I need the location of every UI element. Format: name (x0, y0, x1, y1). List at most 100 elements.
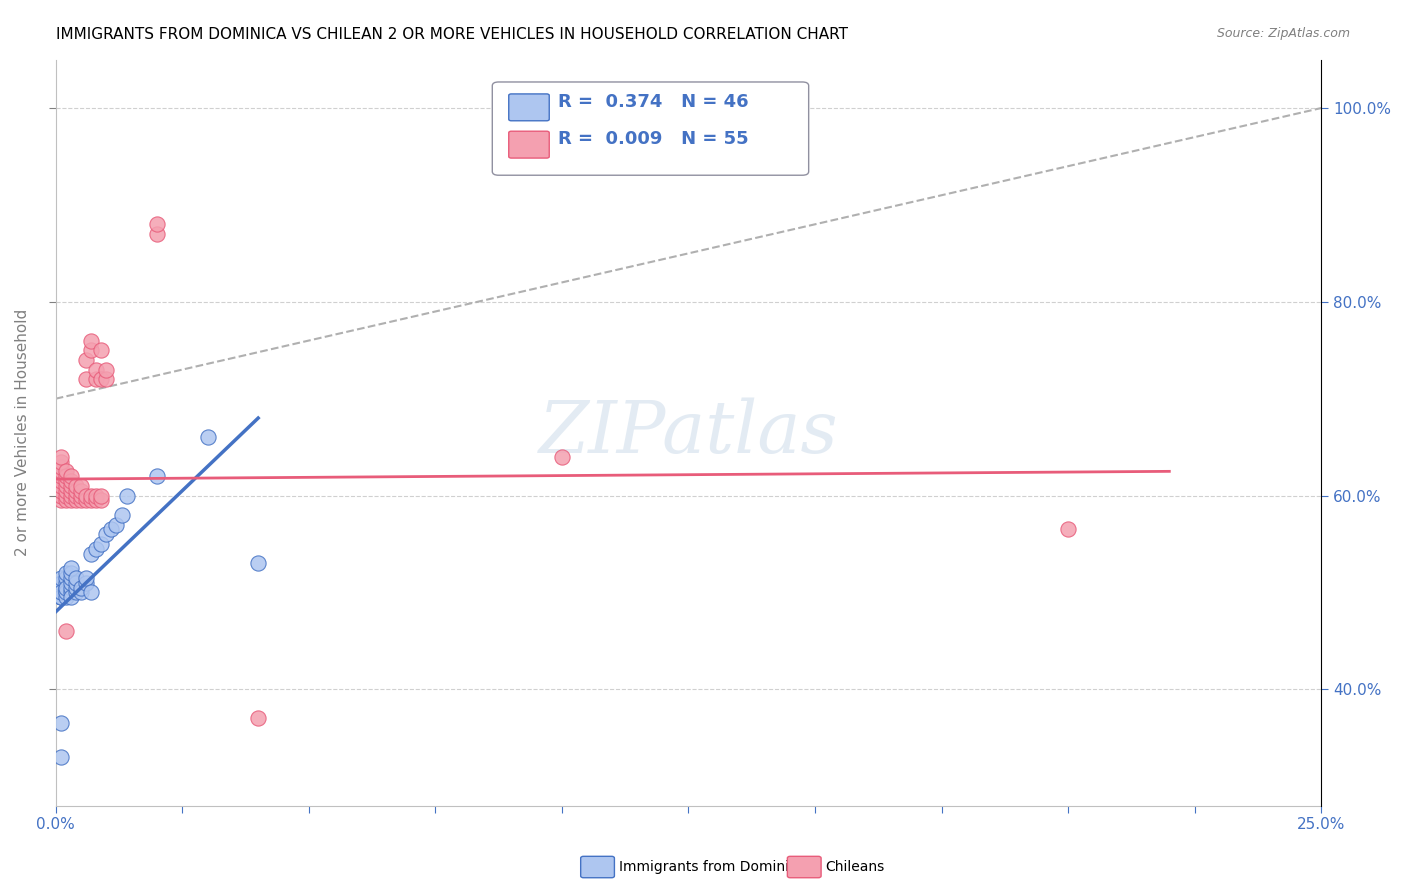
Text: Chileans: Chileans (825, 860, 884, 874)
Point (65, 571, 87, 585)
Point (59, 493, 82, 508)
Point (70, 581, 93, 595)
Point (146, 469, 169, 483)
Point (49, 591, 72, 605)
Point (75, 489, 97, 503)
FancyBboxPatch shape (509, 94, 550, 120)
Point (84, 541, 107, 556)
Point (80, 489, 103, 503)
Point (90, 372, 112, 386)
Point (146, 227, 169, 241)
Point (70, 493, 93, 508)
Point (80, 585, 103, 599)
Point (90, 489, 112, 503)
Point (49, 469, 72, 483)
Point (49, 591, 72, 605)
Point (65, 585, 87, 599)
Point (55, 493, 77, 508)
Point (55, 483, 77, 498)
FancyBboxPatch shape (492, 82, 808, 175)
Point (84, 489, 107, 503)
Point (55, 489, 77, 503)
Text: Immigrants from Dominica: Immigrants from Dominica (619, 860, 804, 874)
Point (49, 474, 72, 488)
Point (49, 585, 72, 599)
Point (59, 489, 82, 503)
Point (59, 469, 82, 483)
Point (75, 353, 97, 368)
Point (80, 547, 103, 561)
Point (115, 489, 138, 503)
Point (65, 489, 87, 503)
Text: R =  0.374   N = 46: R = 0.374 N = 46 (558, 93, 749, 112)
Point (59, 483, 82, 498)
Point (49, 591, 72, 605)
Point (110, 508, 132, 522)
Point (49, 479, 72, 493)
Text: IMMIGRANTS FROM DOMINICA VS CHILEAN 2 OR MORE VEHICLES IN HOUSEHOLD CORRELATION : IMMIGRANTS FROM DOMINICA VS CHILEAN 2 OR… (56, 27, 848, 42)
Point (96, 372, 118, 386)
Point (49, 581, 72, 595)
Point (65, 479, 87, 493)
Point (65, 575, 87, 590)
Point (70, 479, 93, 493)
Point (55, 585, 77, 599)
Point (75, 372, 97, 386)
Point (80, 493, 103, 508)
Point (80, 334, 103, 348)
Point (70, 483, 93, 498)
Point (90, 537, 112, 551)
Point (65, 483, 87, 498)
Point (55, 571, 77, 585)
Point (49, 483, 72, 498)
Point (55, 581, 77, 595)
Point (49, 585, 72, 599)
Point (75, 575, 97, 590)
Point (65, 493, 87, 508)
Point (49, 489, 72, 503)
Point (247, 557, 270, 571)
Point (65, 581, 87, 595)
Point (59, 479, 82, 493)
Text: R =  0.009   N = 55: R = 0.009 N = 55 (558, 130, 749, 148)
Point (84, 362, 107, 376)
Point (55, 624, 77, 639)
Point (55, 591, 77, 605)
Point (59, 474, 82, 488)
Point (1057, 523, 1080, 537)
Point (55, 575, 77, 590)
Point (55, 585, 77, 599)
Point (49, 571, 72, 585)
Point (49, 585, 72, 599)
Point (90, 343, 112, 358)
Point (105, 517, 128, 532)
Point (70, 585, 93, 599)
Point (75, 493, 97, 508)
Point (100, 523, 122, 537)
Point (59, 571, 82, 585)
FancyBboxPatch shape (581, 856, 614, 878)
Point (90, 493, 112, 508)
Text: ZIPatlas: ZIPatlas (538, 397, 838, 468)
Point (55, 474, 77, 488)
Point (146, 217, 169, 231)
FancyBboxPatch shape (787, 856, 821, 878)
Text: Source: ZipAtlas.com: Source: ZipAtlas.com (1216, 27, 1350, 40)
Point (84, 493, 107, 508)
Point (49, 493, 72, 508)
Point (59, 566, 82, 580)
Point (49, 750, 72, 764)
Point (55, 581, 77, 595)
Point (84, 372, 107, 386)
Point (55, 566, 77, 580)
Point (197, 430, 219, 444)
Point (59, 581, 82, 595)
Point (59, 591, 82, 605)
Point (247, 711, 270, 725)
Point (59, 561, 82, 575)
FancyBboxPatch shape (509, 131, 550, 158)
Point (49, 575, 72, 590)
Point (96, 527, 118, 541)
Point (49, 450, 72, 464)
Point (55, 479, 77, 493)
